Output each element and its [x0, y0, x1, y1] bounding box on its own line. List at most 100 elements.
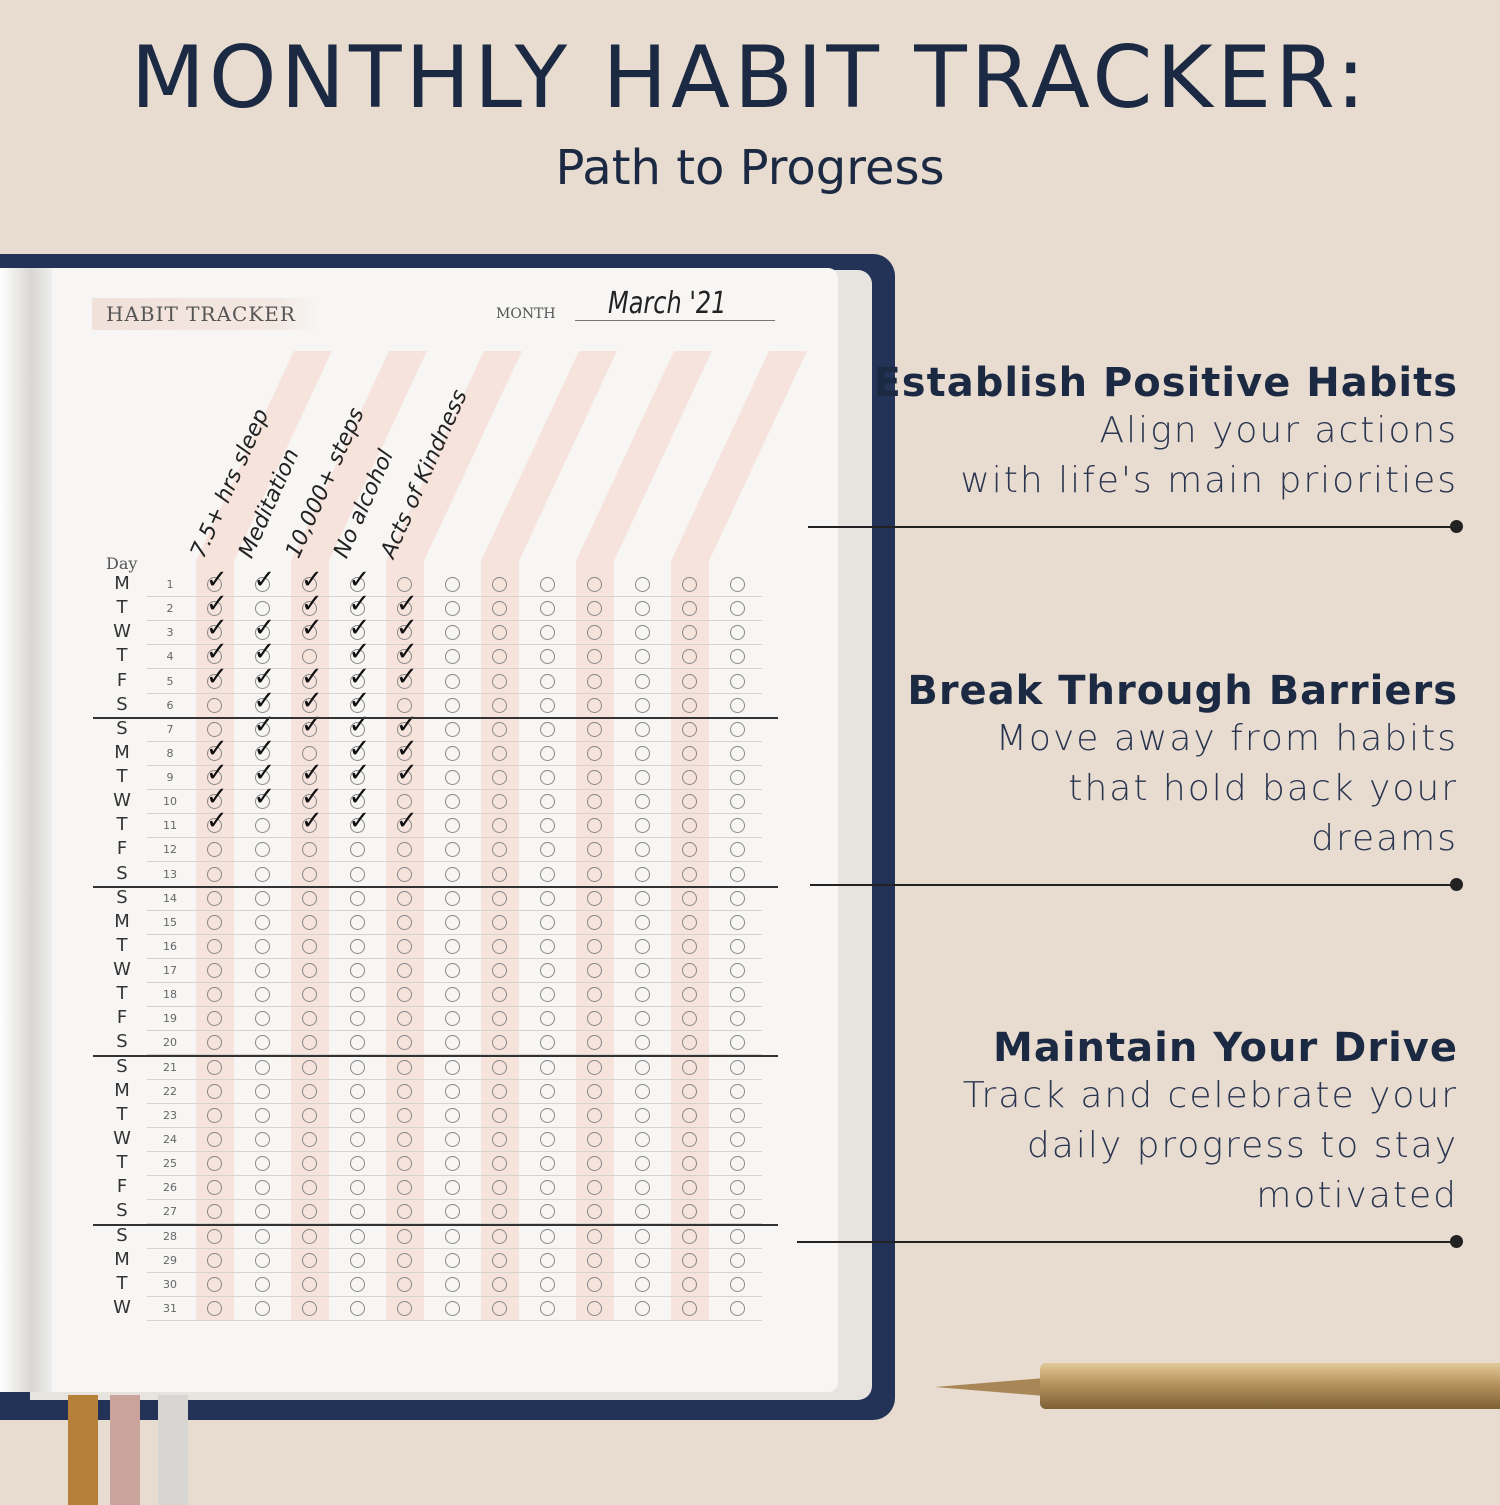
habit-checkbox[interactable] — [254, 721, 270, 737]
habit-checkbox[interactable] — [492, 745, 507, 761]
habit-checkbox[interactable] — [444, 1180, 460, 1196]
habit-checkbox[interactable] — [444, 1011, 460, 1027]
habit-checkbox[interactable] — [254, 649, 270, 665]
habit-checkbox[interactable] — [254, 1059, 270, 1075]
habit-checkbox[interactable] — [302, 890, 317, 906]
habit-checkbox[interactable] — [254, 938, 270, 954]
habit-checkbox[interactable] — [302, 697, 317, 713]
habit-checkbox[interactable] — [254, 1276, 270, 1292]
habit-checkbox[interactable] — [444, 1083, 460, 1099]
habit-checkbox[interactable] — [634, 1131, 650, 1147]
habit-checkbox[interactable] — [302, 721, 317, 737]
habit-checkbox[interactable] — [634, 890, 650, 906]
habit-checkbox[interactable] — [492, 963, 507, 979]
habit-checkbox[interactable] — [729, 1131, 745, 1147]
habit-checkbox[interactable] — [397, 721, 412, 737]
habit-checkbox[interactable] — [634, 842, 650, 858]
habit-checkbox[interactable] — [207, 1083, 222, 1099]
habit-checkbox[interactable] — [729, 1059, 745, 1075]
habit-checkbox[interactable] — [682, 1156, 697, 1172]
habit-checkbox[interactable] — [729, 1300, 745, 1316]
habit-checkbox[interactable] — [254, 842, 270, 858]
habit-checkbox[interactable] — [539, 1204, 555, 1220]
habit-checkbox[interactable] — [397, 673, 412, 689]
habit-checkbox[interactable] — [349, 1107, 365, 1123]
habit-checkbox[interactable] — [397, 1035, 412, 1051]
habit-checkbox[interactable] — [539, 1083, 555, 1099]
habit-checkbox[interactable] — [302, 1035, 317, 1051]
habit-checkbox[interactable] — [207, 818, 222, 834]
habit-checkbox[interactable] — [349, 1083, 365, 1099]
habit-checkbox[interactable] — [302, 1059, 317, 1075]
habit-checkbox[interactable] — [682, 1252, 697, 1268]
habit-checkbox[interactable] — [349, 890, 365, 906]
habit-checkbox[interactable] — [397, 1180, 412, 1196]
habit-checkbox[interactable] — [492, 914, 507, 930]
habit-checkbox[interactable] — [397, 1131, 412, 1147]
habit-checkbox[interactable] — [492, 1011, 507, 1027]
habit-checkbox[interactable] — [349, 721, 365, 737]
habit-checkbox[interactable] — [587, 914, 602, 930]
habit-checkbox[interactable] — [302, 914, 317, 930]
habit-checkbox[interactable] — [729, 1083, 745, 1099]
habit-checkbox[interactable] — [207, 914, 222, 930]
habit-checkbox[interactable] — [444, 890, 460, 906]
habit-checkbox[interactable] — [682, 745, 697, 761]
habit-checkbox[interactable] — [539, 794, 555, 810]
habit-checkbox[interactable] — [682, 1131, 697, 1147]
habit-checkbox[interactable] — [207, 1252, 222, 1268]
habit-checkbox[interactable] — [397, 770, 412, 786]
habit-checkbox[interactable] — [492, 1204, 507, 1220]
habit-checkbox[interactable] — [492, 1083, 507, 1099]
habit-checkbox[interactable] — [587, 649, 602, 665]
habit-checkbox[interactable] — [207, 866, 222, 882]
habit-checkbox[interactable] — [492, 1276, 507, 1292]
habit-checkbox[interactable] — [397, 1228, 412, 1244]
habit-checkbox[interactable] — [729, 1035, 745, 1051]
habit-checkbox[interactable] — [539, 1107, 555, 1123]
habit-checkbox[interactable] — [492, 794, 507, 810]
habit-checkbox[interactable] — [254, 745, 270, 761]
habit-checkbox[interactable] — [444, 601, 460, 617]
habit-checkbox[interactable] — [729, 697, 745, 713]
habit-checkbox[interactable] — [207, 625, 222, 641]
habit-checkbox[interactable] — [587, 625, 602, 641]
habit-checkbox[interactable] — [682, 1228, 697, 1244]
habit-checkbox[interactable] — [397, 1156, 412, 1172]
habit-checkbox[interactable] — [539, 577, 555, 592]
habit-checkbox[interactable] — [539, 745, 555, 761]
habit-checkbox[interactable] — [349, 1131, 365, 1147]
habit-checkbox[interactable] — [729, 987, 745, 1003]
habit-checkbox[interactable] — [539, 1228, 555, 1244]
habit-checkbox[interactable] — [207, 1180, 222, 1196]
habit-checkbox[interactable] — [492, 1059, 507, 1075]
habit-checkbox[interactable] — [397, 1083, 412, 1099]
habit-checkbox[interactable] — [682, 1059, 697, 1075]
habit-checkbox[interactable] — [682, 890, 697, 906]
habit-checkbox[interactable] — [539, 987, 555, 1003]
habit-checkbox[interactable] — [492, 577, 507, 592]
habit-checkbox[interactable] — [539, 866, 555, 882]
habit-checkbox[interactable] — [444, 914, 460, 930]
habit-checkbox[interactable] — [492, 1228, 507, 1244]
habit-checkbox[interactable] — [492, 818, 507, 834]
habit-checkbox[interactable] — [682, 794, 697, 810]
habit-checkbox[interactable] — [539, 1300, 555, 1316]
habit-checkbox[interactable] — [682, 770, 697, 786]
habit-checkbox[interactable] — [207, 1011, 222, 1027]
habit-checkbox[interactable] — [207, 1156, 222, 1172]
habit-checkbox[interactable] — [397, 890, 412, 906]
habit-checkbox[interactable] — [682, 987, 697, 1003]
habit-checkbox[interactable] — [397, 1059, 412, 1075]
habit-checkbox[interactable] — [539, 721, 555, 737]
habit-checkbox[interactable] — [492, 673, 507, 689]
habit-checkbox[interactable] — [587, 1300, 602, 1316]
habit-checkbox[interactable] — [444, 866, 460, 882]
habit-checkbox[interactable] — [397, 866, 412, 882]
habit-checkbox[interactable] — [539, 1059, 555, 1075]
habit-checkbox[interactable] — [254, 1107, 270, 1123]
habit-checkbox[interactable] — [207, 890, 222, 906]
habit-checkbox[interactable] — [539, 1252, 555, 1268]
habit-checkbox[interactable] — [587, 1180, 602, 1196]
habit-checkbox[interactable] — [349, 1276, 365, 1292]
